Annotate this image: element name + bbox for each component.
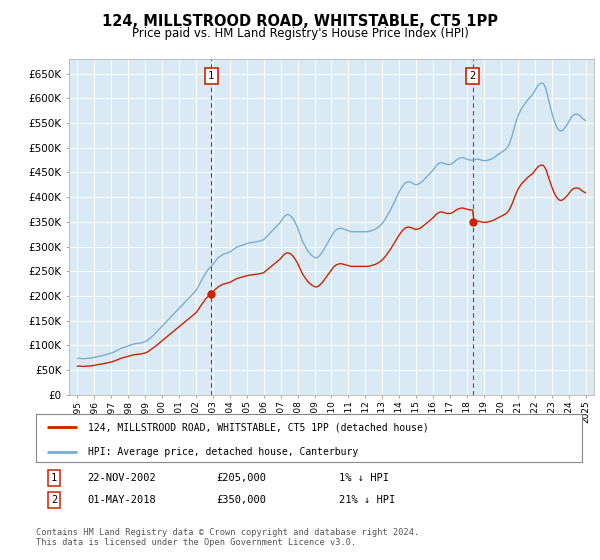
Text: 124, MILLSTROOD ROAD, WHITSTABLE, CT5 1PP: 124, MILLSTROOD ROAD, WHITSTABLE, CT5 1P… (102, 14, 498, 29)
Text: 1: 1 (208, 71, 214, 81)
Text: Contains HM Land Registry data © Crown copyright and database right 2024.
This d: Contains HM Land Registry data © Crown c… (36, 528, 419, 547)
Text: 2: 2 (469, 71, 476, 81)
Text: 124, MILLSTROOD ROAD, WHITSTABLE, CT5 1PP (detached house): 124, MILLSTROOD ROAD, WHITSTABLE, CT5 1P… (88, 422, 428, 432)
Text: 21% ↓ HPI: 21% ↓ HPI (339, 495, 395, 505)
Text: £205,000: £205,000 (216, 473, 266, 483)
Text: £350,000: £350,000 (216, 495, 266, 505)
Text: 1: 1 (51, 473, 57, 483)
Text: HPI: Average price, detached house, Canterbury: HPI: Average price, detached house, Cant… (88, 446, 358, 456)
Text: 01-MAY-2018: 01-MAY-2018 (87, 495, 156, 505)
Text: 22-NOV-2002: 22-NOV-2002 (87, 473, 156, 483)
Text: 1% ↓ HPI: 1% ↓ HPI (339, 473, 389, 483)
Text: 2: 2 (51, 495, 57, 505)
Text: Price paid vs. HM Land Registry's House Price Index (HPI): Price paid vs. HM Land Registry's House … (131, 27, 469, 40)
